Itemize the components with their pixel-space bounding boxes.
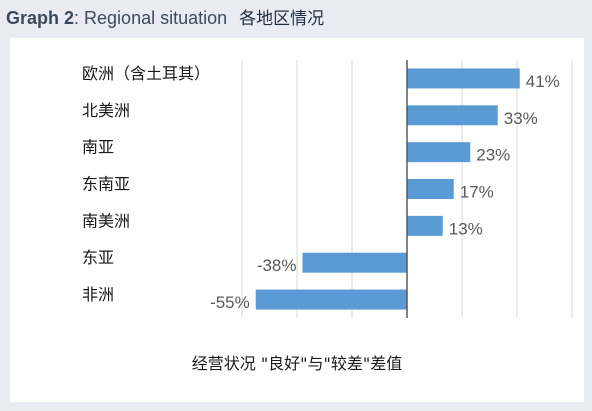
category-label: 南亚 xyxy=(82,138,114,157)
bar-3 xyxy=(407,142,471,163)
value-label: 41% xyxy=(526,72,560,91)
title-lead: Graph 2 xyxy=(6,8,75,28)
value-label: 13% xyxy=(449,219,483,238)
bar-chart: 欧洲（含土耳其） 41% 北美洲 33% 南亚 23% 东南亚 17% 南美洲 13% 东亚 -38%… xyxy=(82,60,573,318)
chart-subtitle: 各地区情况 xyxy=(239,9,325,29)
x-axis-label: 经营状况 "良好"与"较差"差值 xyxy=(191,354,403,373)
bar-2 xyxy=(407,105,498,126)
bar-1 xyxy=(407,68,520,89)
category-label: 东南亚 xyxy=(82,175,130,194)
value-label: 33% xyxy=(504,109,538,128)
category-label: 南美洲 xyxy=(82,211,130,230)
value-label: -55% xyxy=(210,293,250,312)
category-label: 北美洲 xyxy=(82,101,130,120)
value-label: 17% xyxy=(460,182,494,201)
page-title: Graph 2: Regional situation 各地区情况 xyxy=(6,4,325,29)
category-label: 东亚 xyxy=(82,248,114,267)
bar-5 xyxy=(407,215,443,236)
category-label: 欧洲（含土耳其） xyxy=(82,64,210,83)
bar-4 xyxy=(407,179,454,199)
category-label: 非洲 xyxy=(82,285,114,304)
value-label: 23% xyxy=(476,146,510,165)
chart-panel: 欧洲（含土耳其） 41% 北美洲 33% 南亚 23% 东南亚 17% 南美洲 13% 东亚 -38%… xyxy=(10,38,584,402)
title-rest: : Regional situation xyxy=(74,8,228,28)
bar-7 xyxy=(255,289,407,310)
value-label: -38% xyxy=(257,256,297,275)
bar-6 xyxy=(302,252,407,273)
